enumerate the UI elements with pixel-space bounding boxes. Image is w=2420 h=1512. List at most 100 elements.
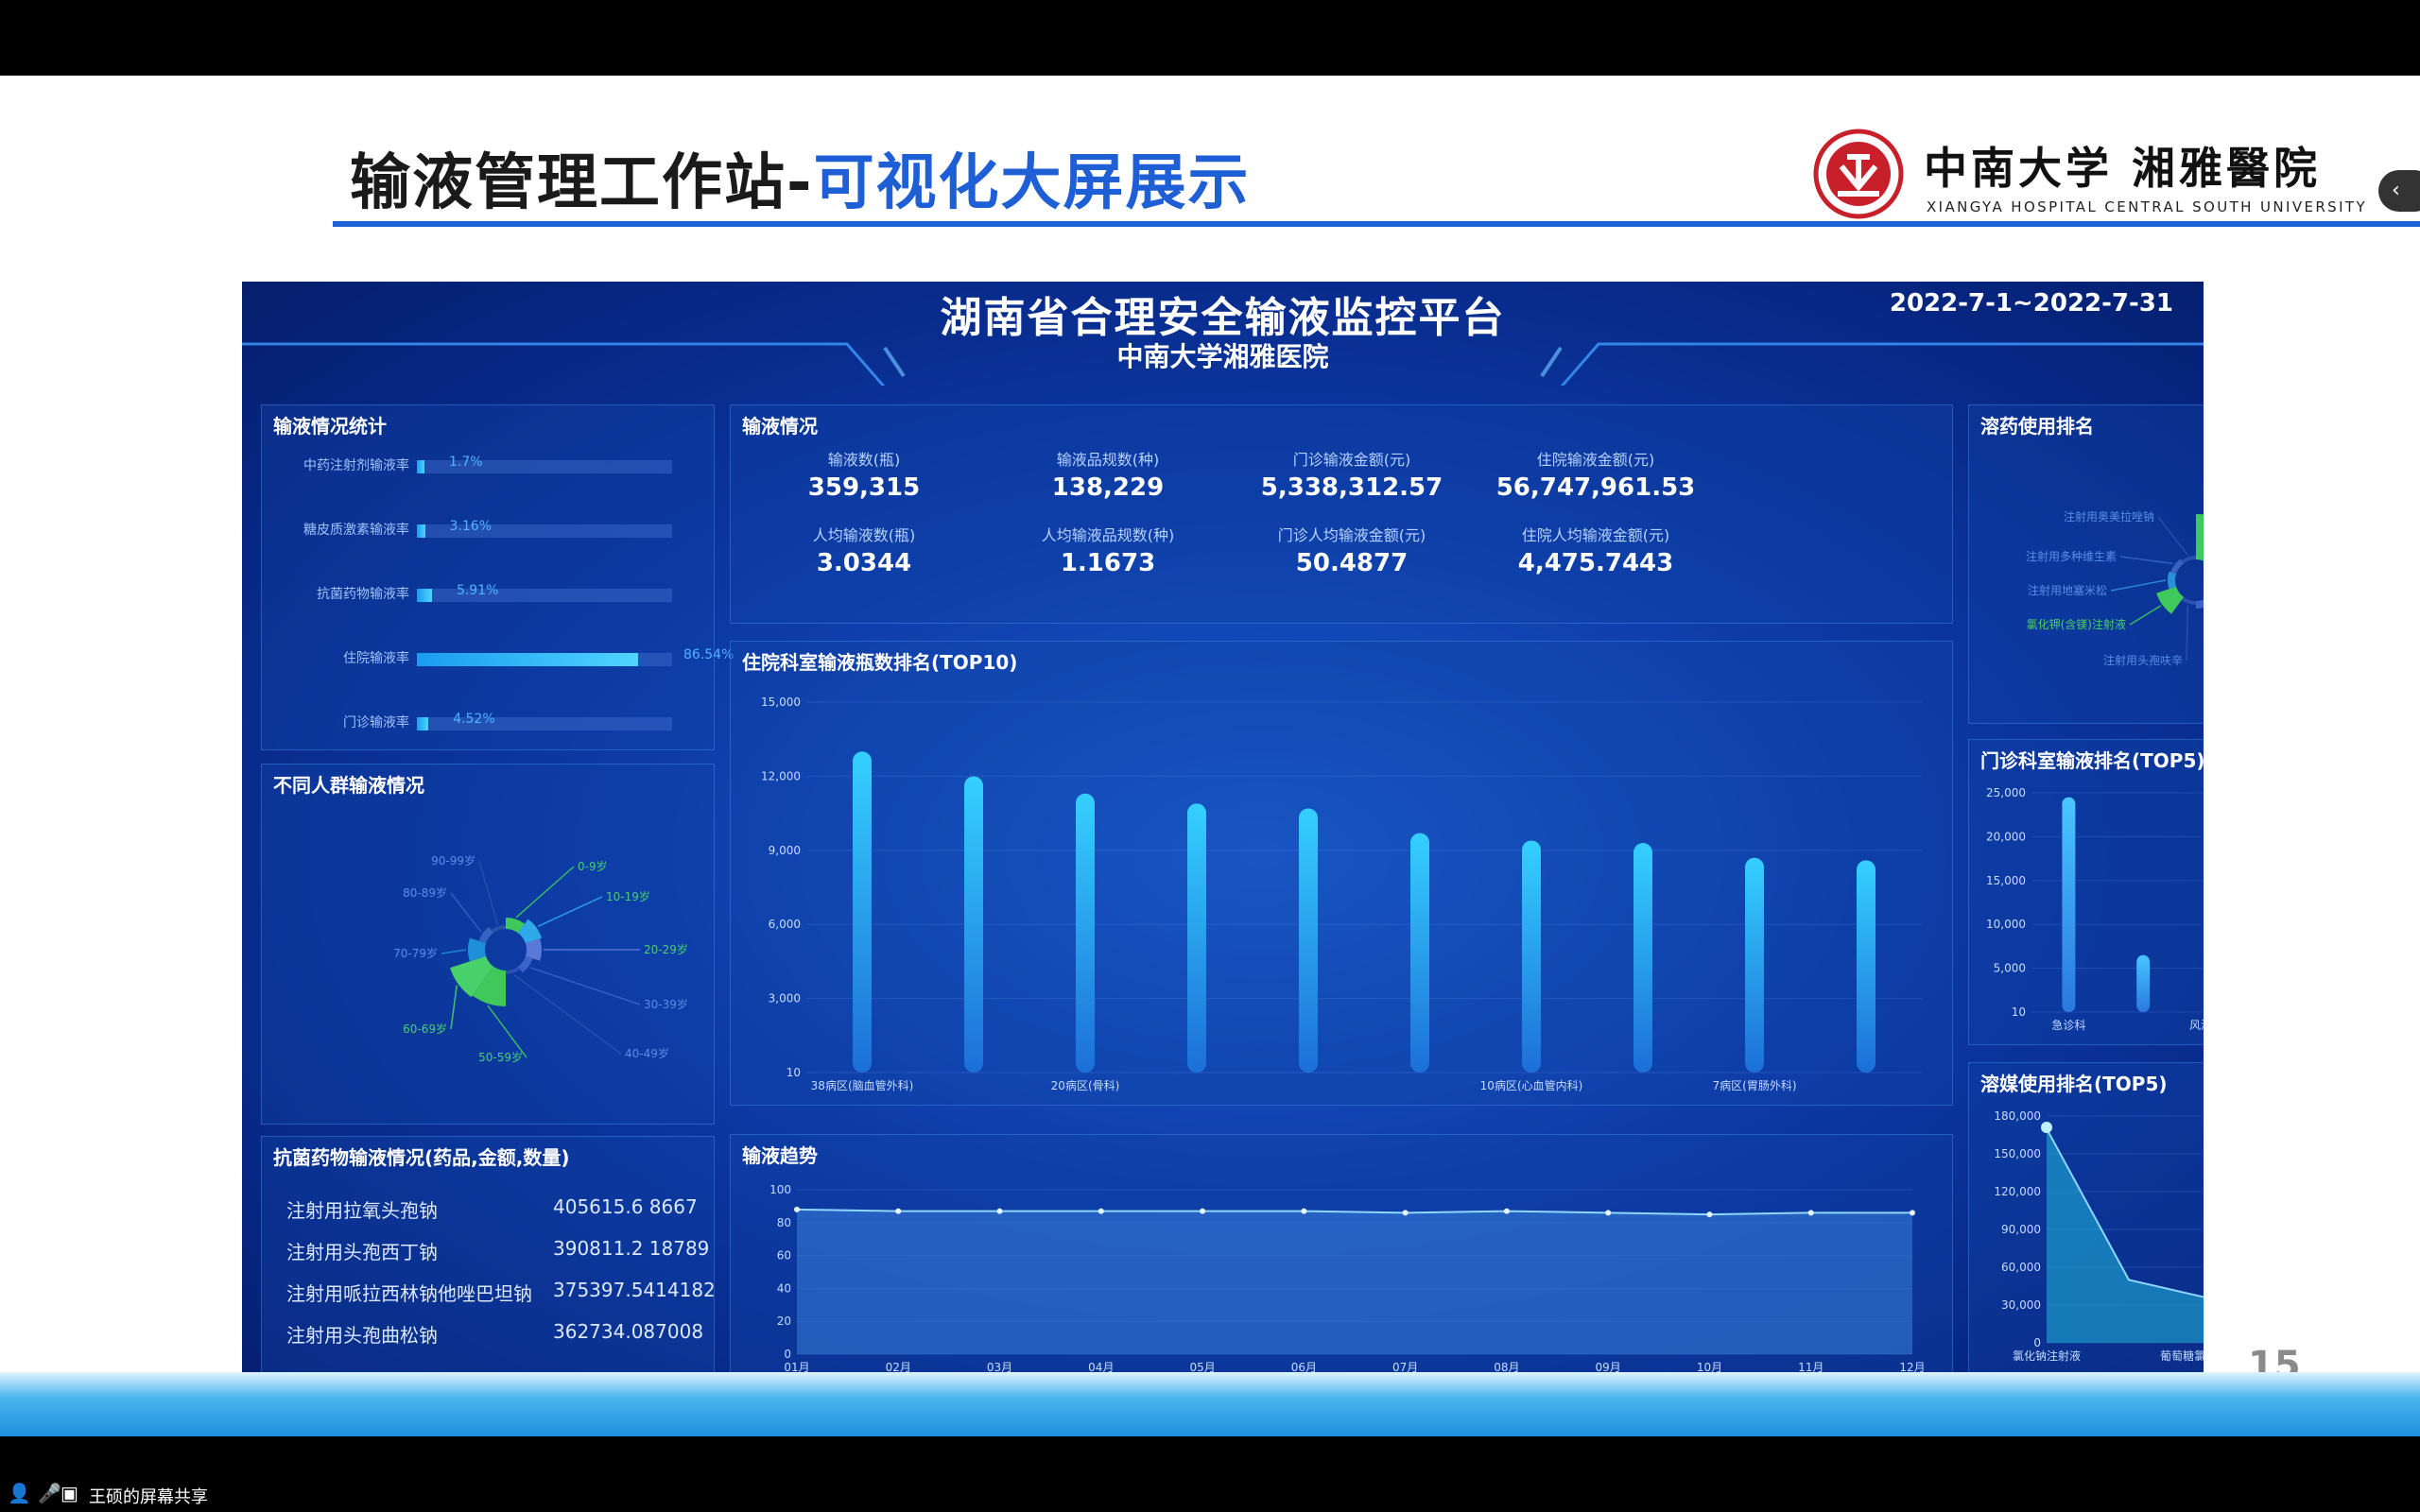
- rate-track: [417, 653, 672, 666]
- peak-point: [2041, 1122, 2052, 1133]
- data-point: [895, 1208, 902, 1214]
- rate-label: 门诊输液率: [343, 715, 409, 730]
- leader-line: [450, 892, 482, 933]
- y-tick-label: 60,000: [2001, 1261, 2041, 1274]
- leader-line: [2119, 556, 2173, 565]
- y-tick-label: 10: [786, 1066, 801, 1079]
- antibiotic-name: 注射用头孢曲松钠: [286, 1324, 438, 1347]
- rate-fill: [417, 524, 425, 538]
- rose-slice: [517, 955, 533, 973]
- y-tick-label: 60: [777, 1249, 791, 1263]
- rate-fill: [417, 460, 424, 473]
- rate-row: 糖皮质激素输液率 3.16%: [262, 515, 706, 543]
- kpi-value: 4,475.7443: [1517, 549, 1674, 577]
- kpi-label: 门诊输液金额(元): [1292, 451, 1411, 469]
- area-fill: [797, 1209, 1912, 1354]
- antibiotic-name: 注射用哌拉西林钠他唑巴坦钠: [286, 1282, 532, 1305]
- screen-share-icon[interactable]: ▣: [60, 1482, 78, 1504]
- rose-slice: [450, 955, 494, 998]
- data-point: [1706, 1211, 1713, 1218]
- rose-slice: [478, 926, 494, 944]
- kpi-card: 输液品规数(种) 138,229: [986, 447, 1230, 502]
- population-label: 40-49岁: [625, 1046, 669, 1060]
- screen-share-label: 王硕的屏幕共享: [89, 1487, 208, 1507]
- panel-title: 门诊科室输液排名(TOP5): [1980, 749, 2204, 772]
- slide-title-main: 输液管理工作站-: [350, 148, 814, 218]
- data-point: [1910, 1210, 1915, 1216]
- solvent-label: 氯化钾(含镁)注射液: [2027, 617, 2126, 631]
- y-tick-label: 3,000: [769, 992, 801, 1005]
- leader-line: [441, 949, 467, 954]
- leader-line: [2157, 516, 2188, 556]
- kpi-value: 3.0344: [816, 549, 912, 577]
- data-point: [1200, 1208, 1206, 1214]
- participant-icon[interactable]: 👤: [8, 1482, 31, 1504]
- population-label: 10-19岁: [606, 889, 650, 903]
- y-tick-label: 15,000: [761, 696, 801, 709]
- microphone-icon[interactable]: 🎤: [38, 1482, 61, 1504]
- kpi-value: 138,229: [1051, 473, 1165, 502]
- kpi-label: 输液数(瓶): [827, 451, 901, 469]
- rose-slice: [2168, 571, 2177, 590]
- rate-track: [417, 460, 672, 473]
- dashboard-date-range: 2022-7-1~2022-7-31: [1889, 289, 2173, 318]
- antibiotic-value: 362734.087008: [553, 1320, 704, 1343]
- inpatient-bar-chart: 10 3,000 6,000 9,000 12,000 15,000 38病区(脑血管外科)…: [761, 696, 1922, 1092]
- trend-area-chart: 0 20 40 60 80 100 01月 02月 03月 04月 05月 06月 07月 08月 09月 1…: [769, 1183, 1926, 1374]
- collapse-side-tab[interactable]: ‹: [2378, 170, 2420, 212]
- rose-slice: [506, 966, 521, 974]
- kpi-card: 人均输液品规数(种) 1.1673: [986, 523, 1230, 577]
- rose-slice: [2196, 514, 2204, 561]
- rose-slice: [2196, 599, 2204, 609]
- outpatient-dept-bar-panel: 门诊科室输液排名(TOP5) 10 5,000 10,000 15,000 20,000…: [1968, 739, 2204, 1045]
- x-tick-label: 08月: [1494, 1361, 1519, 1374]
- kpi-card: 人均输液数(瓶) 3.0344: [742, 523, 986, 577]
- leader-line: [487, 1005, 527, 1058]
- solvent-rank-panel: 溶药使用排名 氯化钠注射液 葡萄糖注射液 注射用盐酸奥司他韦 注射用门冬氨酸 复方电解质…: [1968, 404, 2204, 724]
- y-tick-label: 0: [784, 1348, 791, 1361]
- leader-line: [2129, 605, 2162, 626]
- x-tick-label: 10病区(心血管内科): [1480, 1078, 1583, 1092]
- kpi-card: 门诊输液金额(元) 5,338,312.57: [1230, 447, 1474, 502]
- area-fill: [2047, 1128, 2204, 1343]
- population-label: 90-99岁: [431, 853, 475, 868]
- y-tick-label: 9,000: [769, 844, 801, 857]
- bar: [1299, 808, 1318, 1073]
- x-tick-label: 02月: [886, 1361, 911, 1374]
- logo-english-text: XIANGYA HOSPITAL CENTRAL SOUTH UNIVERSIT…: [1927, 198, 2368, 215]
- kpi-card: 输液数(瓶) 359,315: [742, 447, 986, 502]
- antibiotic-value: 375397.5414182: [553, 1279, 715, 1301]
- data-point: [1503, 1208, 1510, 1214]
- y-tick-label: 30,000: [2001, 1298, 2041, 1312]
- leader-line: [450, 985, 458, 1030]
- data-point: [996, 1208, 1003, 1214]
- bar: [964, 776, 983, 1073]
- logo-chinese-text: 中南大学 湘雅醫院: [1924, 143, 2322, 194]
- presentation-slide: 输液管理工作站-可视化大屏展示 中南大学 湘雅醫院 XIANGYA HOSPIT…: [0, 76, 2420, 1436]
- bar: [1634, 843, 1652, 1073]
- leader-line: [529, 967, 641, 1005]
- rate-label: 中药注射剂输液率: [303, 458, 409, 473]
- rate-value: 5.91%: [456, 583, 499, 598]
- y-tick-label: 120,000: [1994, 1185, 2041, 1198]
- rose-slice: [517, 919, 543, 944]
- y-tick-label: 12,000: [761, 769, 801, 782]
- rate-label: 糖皮质激素输液率: [303, 523, 409, 538]
- rate-row: 中药注射剂输液率 1.7%: [262, 451, 706, 479]
- y-tick-label: 6,000: [769, 918, 801, 931]
- x-tick-label: 06月: [1291, 1361, 1317, 1374]
- kpi-value: 359,315: [807, 473, 921, 502]
- population-panel: 不同人群输液情况 0-9岁 10-19岁 20-29岁 30-39岁 40-49岁 50-…: [261, 764, 715, 1125]
- solvent-media-area-chart: 0 30,000 60,000 90,000 120,000 150,000 180,000…: [1994, 1109, 2204, 1363]
- area-line: [2046, 1127, 2204, 1298]
- population-label: 30-39岁: [644, 997, 688, 1011]
- population-label: 70-79岁: [393, 946, 438, 960]
- rate-label: 住院输液率: [343, 651, 409, 666]
- antibiotic-name: 注射用头孢西丁钠: [286, 1241, 438, 1263]
- panel-title: 溶媒使用排名(TOP5): [1980, 1073, 2168, 1095]
- solvent-label: 注射用地塞米松: [2028, 583, 2107, 597]
- kpi-value: 1.1673: [1060, 549, 1156, 577]
- y-tick-label: 90,000: [2001, 1223, 2041, 1236]
- y-tick-label: 40: [777, 1281, 791, 1295]
- leader-line: [2110, 579, 2167, 592]
